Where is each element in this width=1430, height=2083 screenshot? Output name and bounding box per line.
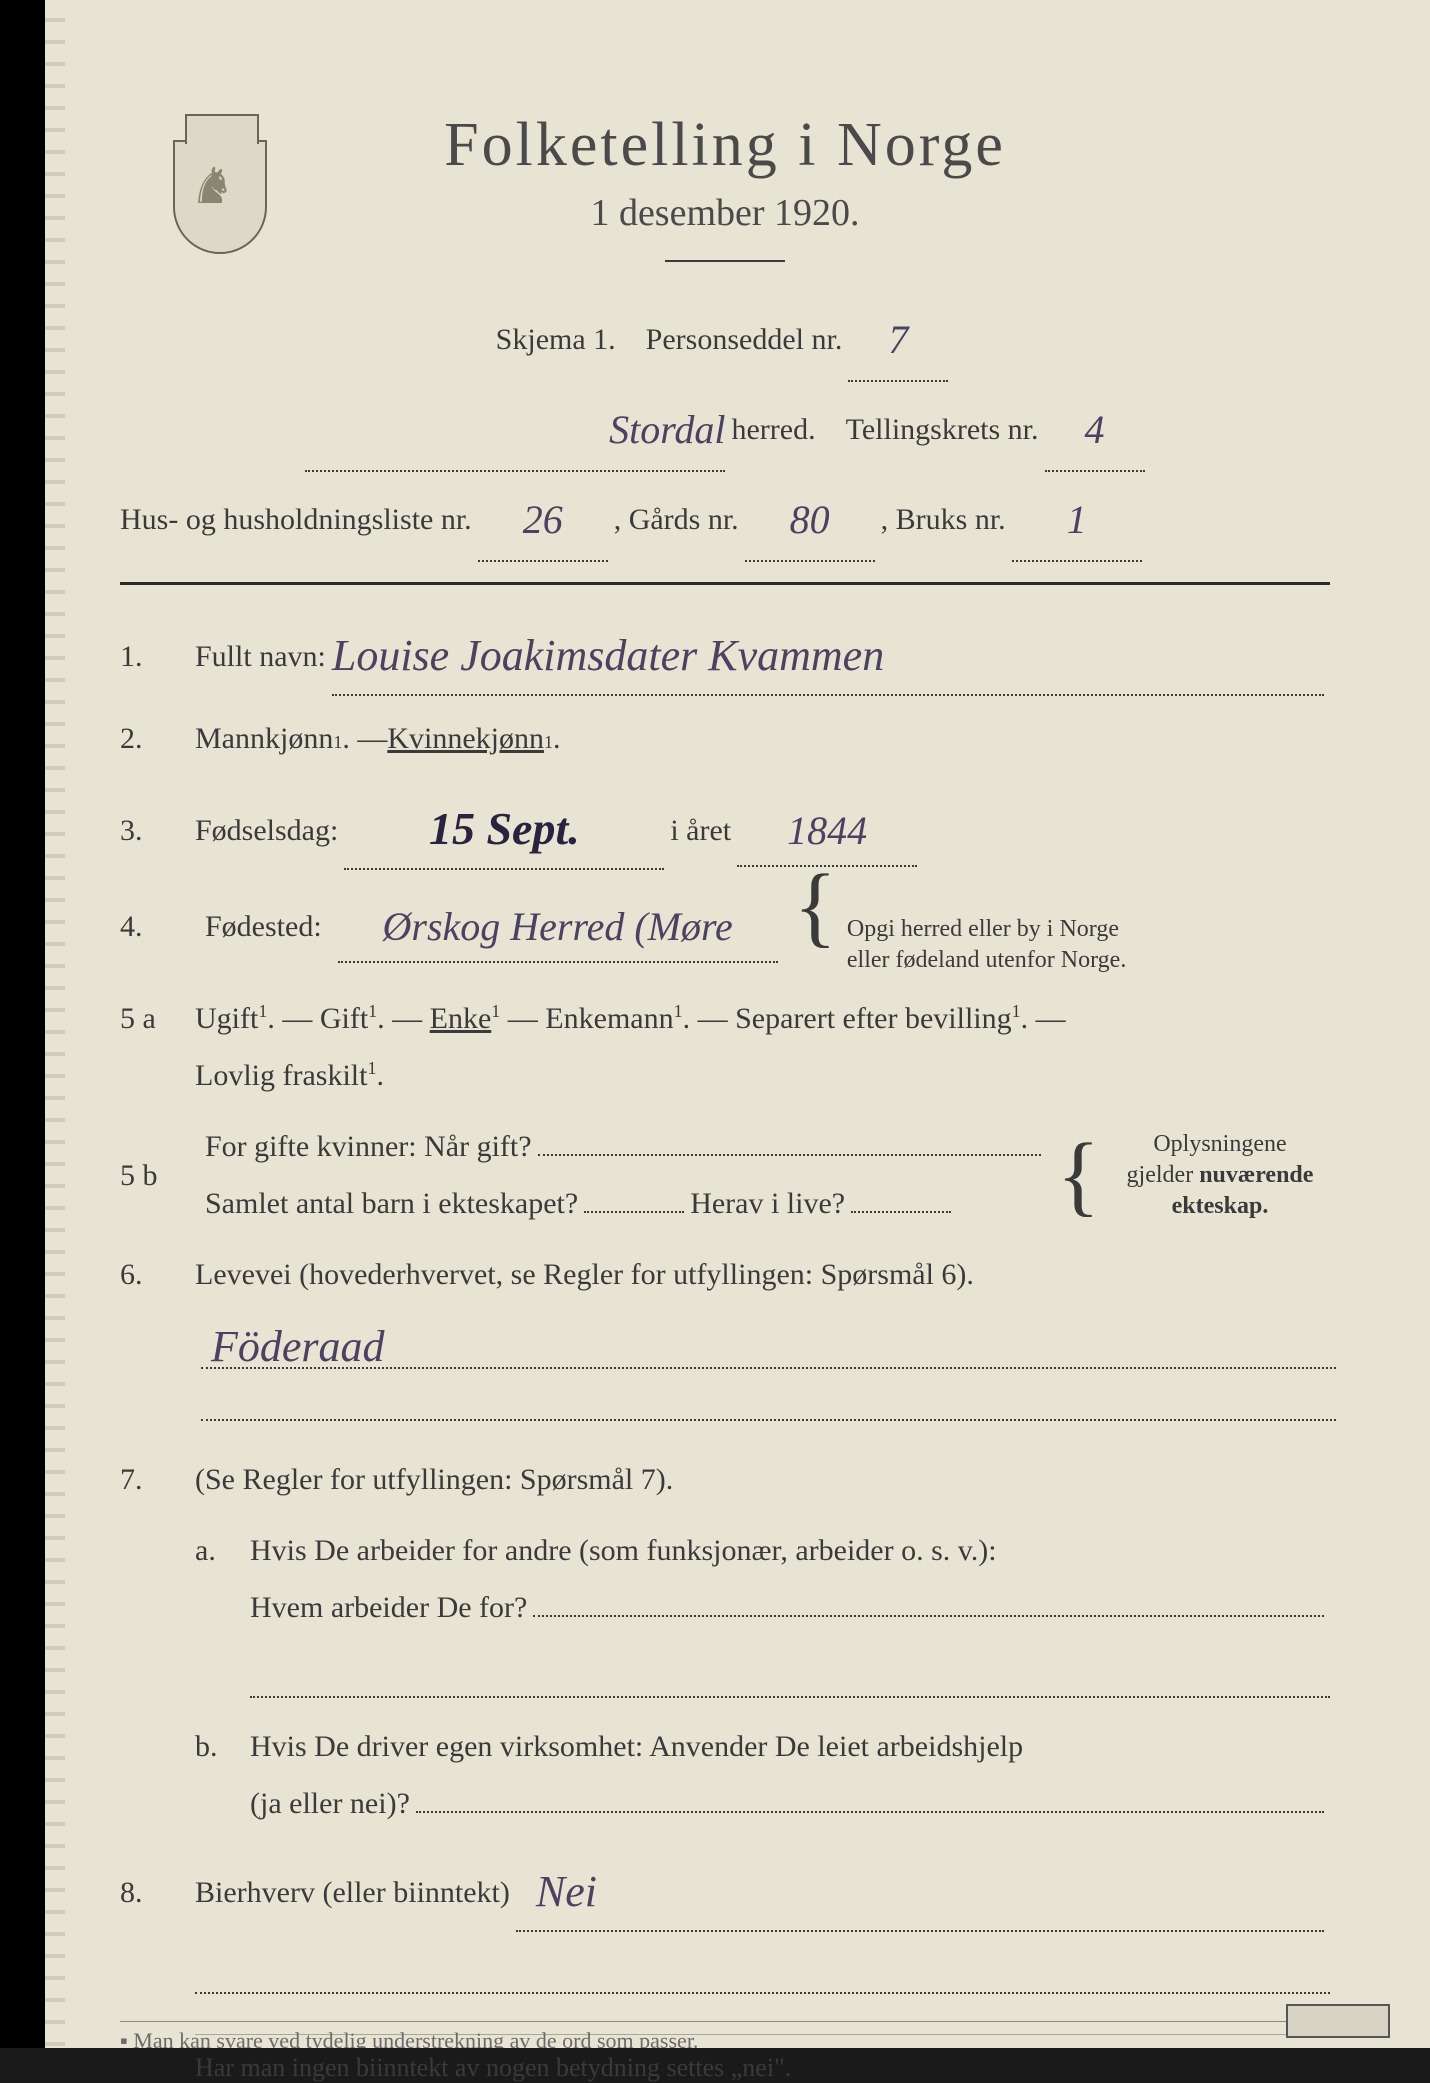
q5a-enke: Enke: [430, 1002, 492, 1035]
q7a: a. Hvis De arbeider for andre (som funks…: [195, 1522, 1330, 1636]
divider-rule: [120, 582, 1330, 585]
q5a-fraskilt: Lovlig fraskilt: [195, 1059, 367, 1092]
q3-num: 3.: [120, 802, 195, 859]
q6-answer-line: Föderaad: [195, 1317, 1330, 1421]
q5b-line2a: Samlet antal barn i ekteskapet?: [205, 1175, 578, 1232]
q2: 2. Mannkjønn1. — Kvinnekjønn1.: [120, 710, 1330, 767]
husliste-label: Hus- og husholdningsliste nr.: [120, 487, 472, 553]
form-date: 1 desember 1920.: [120, 191, 1330, 235]
q5b-num: 5 b: [120, 1147, 195, 1204]
gards-label: , Gårds nr.: [614, 487, 739, 553]
q4-value: Ørskog Herred (Møre: [383, 904, 733, 949]
q5b-line1: For gifte kvinner: Når gift?: [205, 1118, 532, 1175]
perforated-edge: [45, 0, 65, 2048]
q1: 1. Fullt navn: Louise Joakimsdater Kvamm…: [120, 610, 1330, 696]
q6-label: Levevei (hovederhvervet, se Regler for u…: [195, 1246, 974, 1303]
q5b: 5 b For gifte kvinner: Når gift? Samlet …: [120, 1118, 1330, 1232]
skjema-label: Skjema 1.: [496, 307, 616, 373]
q2-kvinne: Kvinnekjønn: [387, 710, 544, 767]
q7a-blank: [250, 1650, 1330, 1698]
q3-label: Fødselsdag:: [195, 802, 338, 859]
q7: 7. (Se Regler for utfyllingen: Spørsmål …: [120, 1451, 1330, 1508]
bruks-value: 1: [1067, 497, 1087, 542]
q5a-separert: Separert efter bevilling: [735, 1002, 1012, 1035]
q6: 6. Levevei (hovederhvervet, se Regler fo…: [120, 1246, 1330, 1303]
tellingskrets-label: Tellingskrets nr.: [846, 397, 1039, 463]
form-title: Folketelling i Norge: [120, 110, 1330, 181]
q2-num: 2.: [120, 710, 195, 767]
scan-edge: [0, 0, 45, 2048]
q6-value: Föderaad: [201, 1322, 385, 1371]
q4-num: 4.: [120, 898, 195, 955]
q8-blank: [195, 1946, 1330, 1994]
q3-year: 1844: [787, 808, 867, 853]
tellingskrets-value: 4: [1085, 407, 1105, 452]
herred-label: herred.: [731, 397, 815, 463]
q5a-enkemann: Enkemann: [545, 1002, 673, 1035]
q7b: b. Hvis De driver egen virksomhet: Anven…: [195, 1718, 1330, 1832]
q7a-num: a.: [195, 1522, 250, 1579]
q3-year-label: i året: [670, 802, 731, 859]
coat-of-arms-icon: ♞: [160, 110, 280, 260]
gards-value: 80: [790, 497, 830, 542]
q3: 3. Fødselsdag: 15 Sept. i året 1844: [120, 781, 1330, 870]
herred-line: Stordal herred. Tellingskrets nr. 4: [120, 382, 1330, 472]
brace-icon: {: [794, 884, 837, 929]
q7b-line2: (ja eller nei)?: [250, 1775, 410, 1832]
q8-value: Nei: [516, 1867, 597, 1916]
q5b-line2b: Herav i live?: [690, 1175, 845, 1232]
cutoff-text: ▪ Man kan svare ved tydelig understrekni…: [120, 2021, 1330, 2048]
q8-num: 8.: [120, 1864, 195, 1921]
q4-label: Fødested:: [205, 898, 322, 955]
q2-mann: Mannkjønn: [195, 710, 333, 767]
header-rule: [665, 260, 785, 262]
herred-value: Stordal: [609, 407, 725, 452]
husliste-line: Hus- og husholdningsliste nr. 26 , Gårds…: [120, 472, 1330, 562]
q5a-ugift: Ugift: [195, 1002, 258, 1035]
stamp-icon: [1286, 2004, 1390, 2038]
q4-note: Opgi herred eller by i Norge eller fødel…: [847, 914, 1127, 976]
q5a: 5 a Ugift1. — Gift1. — Enke1 — Enkemann1…: [120, 990, 1330, 1104]
q6-num: 6.: [120, 1246, 195, 1303]
q8-label: Bierhverv (eller biinntekt): [195, 1864, 510, 1921]
q8: 8. Bierhverv (eller biinntekt) Nei: [120, 1846, 1330, 1932]
q7a-line1: Hvis De arbeider for andre (som funksjon…: [250, 1534, 997, 1567]
form-header: ♞ Folketelling i Norge 1 desember 1920.: [120, 110, 1330, 262]
q5b-note: Oplysningene gjelder nuværende ekteskap.: [1110, 1129, 1330, 1223]
q5a-num: 5 a: [120, 990, 195, 1047]
q7-label: (Se Regler for utfyllingen: Spørsmål 7).: [195, 1451, 673, 1508]
personseddel-label: Personseddel nr.: [646, 307, 843, 373]
brace-icon: {: [1057, 1153, 1100, 1198]
q7b-num: b.: [195, 1718, 250, 1775]
bruks-label: , Bruks nr.: [881, 487, 1006, 553]
q1-value: Louise Joakimsdater Kvammen: [332, 631, 884, 680]
census-form-page: ♞ Folketelling i Norge 1 desember 1920. …: [0, 0, 1430, 2048]
q1-label: Fullt navn:: [195, 628, 326, 685]
husliste-value: 26: [523, 497, 563, 542]
q5a-gift: Gift: [320, 1002, 368, 1035]
skjema-line: Skjema 1. Personseddel nr. 7: [120, 292, 1330, 382]
q1-num: 1.: [120, 628, 195, 685]
q7a-line2: Hvem arbeider De for?: [250, 1579, 527, 1636]
q3-day: 15 Sept.: [429, 803, 580, 854]
personseddel-value: 7: [888, 317, 908, 362]
q7-num: 7.: [120, 1451, 195, 1508]
q7b-line1: Hvis De driver egen virksomhet: Anvender…: [250, 1730, 1023, 1763]
q4: 4. Fødested: Ørskog Herred (Møre { Opgi …: [120, 884, 1330, 976]
